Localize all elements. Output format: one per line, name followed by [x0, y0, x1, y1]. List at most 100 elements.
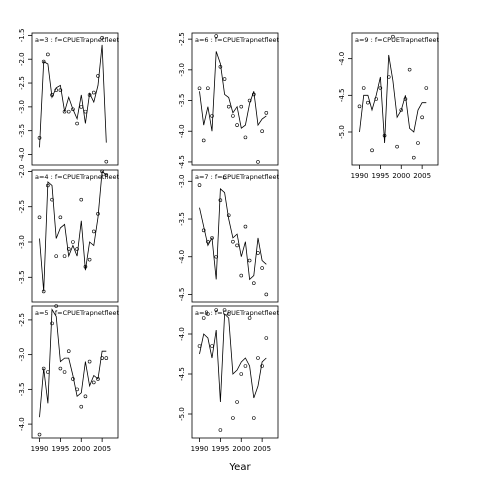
observed-point	[247, 316, 252, 320]
observed-point	[222, 77, 227, 81]
strip-label: a=6 : f=CPUETrapnetfleet	[195, 36, 280, 44]
x-tick-label: 1990	[191, 445, 209, 453]
panel-frame	[351, 32, 439, 166]
observed-point	[206, 312, 210, 316]
observed-point	[260, 129, 264, 134]
observed-point	[66, 109, 71, 114]
y-tick-label: -2.5	[18, 76, 26, 90]
y-tick-label: -1.5	[18, 29, 26, 43]
panel-6: a=9 : f=CPUETrapnetfleet -4.0 -4.5 -5.0 1990…	[338, 32, 440, 180]
panel-0: a=3 : f=CPUETrapnetfleet -1.5 -2.0 -2.5 -3.0…	[18, 29, 120, 166]
x-tick-label: 1990	[351, 172, 369, 180]
observed-point	[79, 404, 84, 409]
fitted-line	[39, 44, 107, 148]
observed-point	[79, 197, 84, 202]
y-tick-label: -3.0	[178, 63, 186, 77]
y-tick-label: -3.0	[18, 100, 26, 114]
observed-point	[206, 239, 210, 244]
observed-point	[83, 394, 88, 399]
y-tick-label: -4.5	[178, 155, 186, 169]
observed-point	[264, 336, 269, 340]
y-tick-label: -5.0	[178, 407, 186, 421]
observed-point	[201, 316, 206, 320]
observed-point	[210, 236, 214, 240]
x-tick-label: 2005	[413, 172, 431, 180]
panel-2: a=5 : f=CPUETrapnetfleet -2.5 -3.0 -3.5 -4.0…	[18, 304, 120, 453]
strip-label: a=3 : f=CPUETrapnetfleet	[35, 36, 120, 44]
observed-point	[256, 160, 260, 164]
observed-point	[260, 364, 264, 368]
observed-point	[41, 366, 46, 371]
observed-point	[218, 64, 223, 69]
x-tick-label: 2000	[232, 445, 250, 453]
observed-point	[197, 183, 202, 187]
y-tick-label: -2.5	[178, 32, 186, 46]
observed-point	[235, 243, 239, 248]
x-tick-label: 1995	[51, 445, 69, 453]
strip-label: a=9 : f=CPUETrapnetfleet	[355, 36, 440, 44]
observed-point	[226, 312, 231, 316]
observed-point	[206, 86, 210, 91]
x-tick-label: 2005	[253, 445, 271, 453]
y-tick-label: -4.5	[338, 88, 346, 102]
observed-point	[235, 123, 239, 127]
panel-frame	[31, 305, 119, 439]
observed-point	[197, 86, 202, 91]
observed-point	[71, 107, 75, 112]
observed-point	[218, 428, 223, 432]
y-tick-label: -2.5	[18, 313, 26, 327]
observed-point	[46, 370, 50, 374]
y-tick-label: -4.0	[178, 327, 186, 341]
x-axis-label: Year	[228, 462, 251, 473]
observed-point	[395, 144, 399, 149]
panel-frame	[191, 169, 279, 303]
observed-point	[58, 215, 63, 220]
strip-label: a=8 : f=CPUETrapnetfleet	[195, 309, 280, 317]
y-tick-label: -4.0	[18, 417, 26, 431]
observed-point	[197, 344, 202, 348]
y-tick-label: -4.0	[338, 52, 346, 66]
observed-point	[235, 400, 239, 404]
fitted-line	[39, 308, 107, 418]
observed-point	[386, 75, 391, 79]
observed-point	[239, 273, 244, 278]
y-tick-label: -3.5	[18, 383, 26, 397]
fitted-line	[199, 188, 267, 281]
panel-frame	[191, 32, 279, 166]
observed-point	[256, 356, 260, 360]
y-tick-label: -2.5	[18, 200, 26, 214]
observed-point	[407, 67, 412, 72]
observed-point	[222, 308, 227, 312]
observed-point	[416, 141, 420, 145]
observed-point	[54, 254, 59, 258]
observed-point	[231, 239, 235, 244]
y-tick-label: -3.5	[178, 212, 186, 226]
y-tick-label: -3.0	[178, 174, 186, 188]
x-tick-label: 1990	[31, 445, 49, 453]
x-tick-label: 2000	[392, 172, 410, 180]
observed-point	[231, 114, 235, 118]
observed-point	[54, 304, 59, 308]
observed-point	[243, 135, 248, 140]
observed-point	[214, 34, 219, 38]
observed-point	[243, 224, 248, 229]
observed-point	[100, 356, 104, 360]
observed-point	[251, 416, 256, 420]
observed-point	[91, 229, 96, 234]
observed-point	[75, 121, 79, 126]
observed-point	[79, 105, 84, 109]
observed-point	[210, 344, 214, 348]
observed-point	[66, 247, 71, 251]
fitted-line	[39, 170, 107, 292]
y-tick-label: -4.0	[18, 148, 26, 162]
observed-point	[218, 198, 223, 202]
panel-grid: a=3 : f=CPUETrapnetfleet -1.5 -2.0 -2.5 -3.0…	[18, 29, 440, 453]
x-tick-label: 1995	[371, 172, 389, 180]
observed-point	[58, 88, 63, 92]
observed-point	[104, 173, 109, 177]
observed-point	[71, 377, 75, 381]
panel-4: a=7 : f=CPUETrapnetfleet -3.0 -3.5 -4.0 -4.5	[178, 169, 280, 303]
y-tick-label: -4.5	[178, 367, 186, 381]
x-tick-label: 1995	[211, 445, 229, 453]
